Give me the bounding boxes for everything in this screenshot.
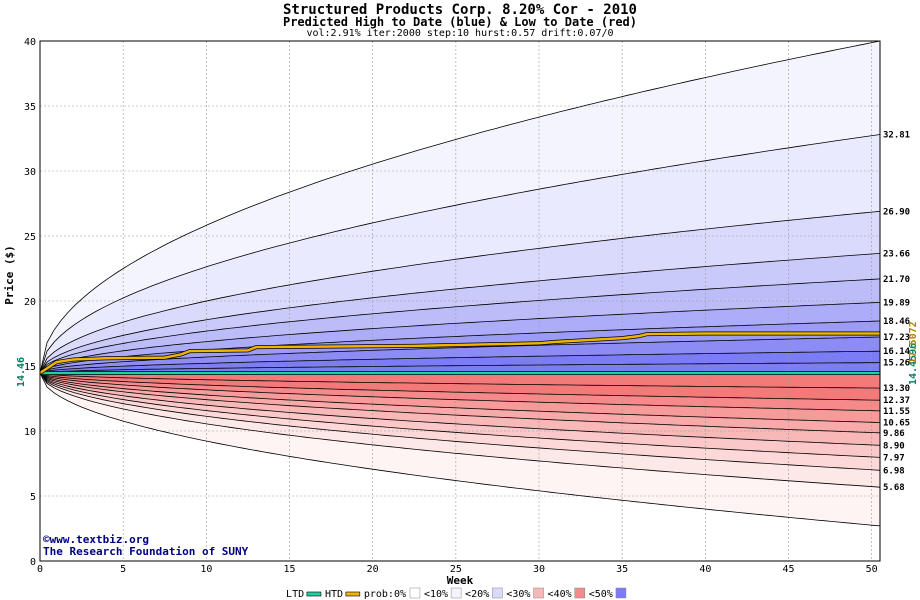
legend-label: LTD: [286, 589, 304, 600]
percentile-line: [40, 320, 880, 374]
legend-line-key: [345, 591, 361, 597]
x-axis-label: Week: [447, 574, 474, 587]
percentile-line: [40, 278, 880, 374]
legend-label: <30%: [506, 589, 530, 600]
percentile-end-label: 15.26: [883, 359, 910, 369]
legend-label: <10%: [424, 589, 448, 600]
percentile-line: [40, 372, 880, 471]
legend-swatch: [492, 587, 503, 599]
legend-swatch: [450, 587, 462, 599]
y-tick-label: 40: [24, 37, 36, 48]
percentile-line: [40, 41, 880, 374]
y-axis-label: Price ($): [3, 245, 16, 305]
percentile-line: [40, 372, 880, 412]
chart-title: Structured Products Corp. 8.20% Cor - 20…: [282, 2, 637, 18]
y-tick-label: 25: [24, 232, 36, 243]
y-tick-label: 10: [24, 427, 36, 438]
x-tick-label: 20: [367, 564, 379, 575]
percentile-line: [40, 372, 880, 458]
x-tick-label: 30: [533, 564, 545, 575]
legend-label: <20%: [465, 589, 489, 600]
percentile-end-label: 11.55: [883, 407, 910, 417]
legend-label: <50%: [589, 589, 613, 600]
x-tick-label: 15: [283, 564, 295, 575]
x-tick-label: 45: [782, 564, 794, 575]
percentile-end-label: 26.90: [883, 207, 910, 217]
percentile-line: [40, 372, 880, 423]
htd-end-value-label: 17.5072: [908, 321, 919, 363]
percentile-end-label: 23.66: [883, 249, 910, 259]
percentile-line: [40, 372, 880, 527]
percentile-line: [40, 350, 880, 374]
percentile-line: [40, 372, 880, 488]
credit-org: The Research Foundation of SUNY: [43, 545, 249, 558]
x-tick-label: 0: [37, 564, 43, 575]
percentile-end-label: 18.46: [883, 317, 910, 327]
legend-label: prob:0%: [364, 589, 406, 600]
x-tick-label: 25: [450, 564, 462, 575]
percentile-end-label: 8.90: [883, 441, 905, 451]
y-tick-label: 0: [30, 557, 36, 568]
legend-swatch: [574, 587, 585, 599]
percentile-line: [40, 134, 880, 374]
percentile-line: [40, 253, 880, 374]
legend-swatch: [533, 587, 544, 599]
percentile-line: [40, 372, 880, 389]
percentile-end-label: 7.97: [883, 453, 905, 463]
legend-line-key: [306, 591, 322, 597]
percentile-end-label: 9.86: [883, 429, 905, 439]
y-tick-label: 30: [24, 167, 36, 178]
simulation-parameters: vol:2.91% iter:2000 step:10 hurst:0.57 d…: [306, 28, 614, 39]
percentile-line: [40, 372, 880, 446]
percentile-end-label: 16.14: [883, 347, 911, 357]
legend-swatch: [409, 587, 421, 599]
x-tick-label: 5: [120, 564, 126, 575]
y-tick-label: 35: [24, 102, 36, 113]
percentile-end-label: 13.30: [883, 384, 910, 394]
percentile-end-label: 6.98: [883, 466, 905, 476]
y-tick-label: 20: [24, 297, 36, 308]
start-price-label: 14.46: [16, 357, 27, 387]
legend-label: <40%: [548, 589, 572, 600]
lower-band-9: [40, 373, 880, 389]
htd-series-line: [40, 332, 880, 375]
x-tick-label: 50: [866, 564, 878, 575]
percentile-line: [40, 362, 880, 374]
percentile-line: [40, 210, 880, 374]
y-tick-label: 15: [24, 362, 36, 373]
x-tick-label: 40: [699, 564, 711, 575]
chart-subtitle: Predicted High to Date (blue) & Low to D…: [282, 15, 637, 29]
y-tick-label: 5: [30, 492, 36, 503]
legend-swatch: [615, 587, 627, 599]
percentile-line: [40, 302, 880, 374]
plot-border: [39, 40, 881, 562]
percentile-end-label: 32.81: [883, 130, 910, 140]
percentile-line: [40, 372, 880, 401]
percentile-end-label: 21.70: [883, 275, 910, 285]
credit-url: ©www.textbiz.org: [43, 533, 149, 546]
ltd-end-value-label: 14.4596: [908, 343, 919, 385]
percentile-end-label: 10.65: [883, 419, 910, 429]
percentile-end-label: 19.89: [883, 298, 910, 308]
x-tick-label: 35: [616, 564, 628, 575]
percentile-end-label: 17.23: [883, 333, 910, 343]
x-tick-label: 10: [200, 564, 212, 575]
percentile-end-label: 12.37: [883, 396, 910, 406]
percentile-line: [40, 336, 880, 374]
legend-label: HTD: [325, 589, 343, 600]
upper-band-9: [40, 362, 880, 373]
percentile-end-label: 5.68: [883, 483, 905, 493]
percentile-bands: [40, 41, 880, 561]
percentile-line: [40, 372, 880, 434]
